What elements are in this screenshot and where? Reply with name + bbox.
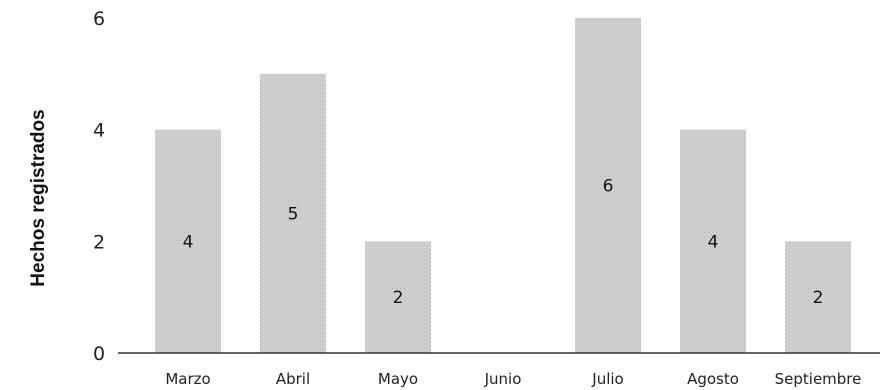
- bar-agosto: [680, 129, 746, 353]
- y-tick-label-2: 2: [93, 231, 105, 253]
- y-tick-label-0: 0: [93, 343, 105, 365]
- y-axis-ticks: 0 2 4 6: [93, 8, 105, 365]
- x-tick-label-mayo: Mayo: [378, 370, 418, 388]
- x-tick-label-agosto: Agosto: [687, 370, 739, 388]
- data-label-abril: 5: [288, 204, 299, 224]
- data-label-septiembre: 2: [813, 288, 824, 308]
- x-tick-label-marzo: Marzo: [165, 370, 210, 388]
- x-tick-label-junio: Junio: [484, 370, 522, 388]
- bar-julio: [575, 18, 641, 353]
- x-tick-label-julio: Julio: [591, 370, 623, 388]
- bar-abril: [260, 73, 326, 353]
- y-tick-label-6: 6: [93, 8, 105, 30]
- bar-septiembre: [785, 241, 851, 353]
- bars-layer: [155, 18, 851, 353]
- x-axis-labels: Marzo Abril Mayo Junio Julio Agosto Septiembre: [165, 370, 861, 388]
- bar-mayo: [365, 241, 431, 353]
- data-label-agosto: 4: [708, 232, 719, 252]
- data-label-marzo: 4: [183, 232, 194, 252]
- data-labels-layer: 4 5 2 6 4 2: [183, 177, 824, 309]
- x-tick-label-septiembre: Septiembre: [775, 370, 862, 388]
- data-label-julio: 6: [603, 177, 614, 197]
- y-tick-label-4: 4: [93, 120, 105, 142]
- data-label-mayo: 2: [393, 288, 404, 308]
- y-axis-title: Hechos registrados: [28, 109, 49, 286]
- bar-marzo: [155, 129, 221, 353]
- x-tick-label-abril: Abril: [276, 370, 310, 388]
